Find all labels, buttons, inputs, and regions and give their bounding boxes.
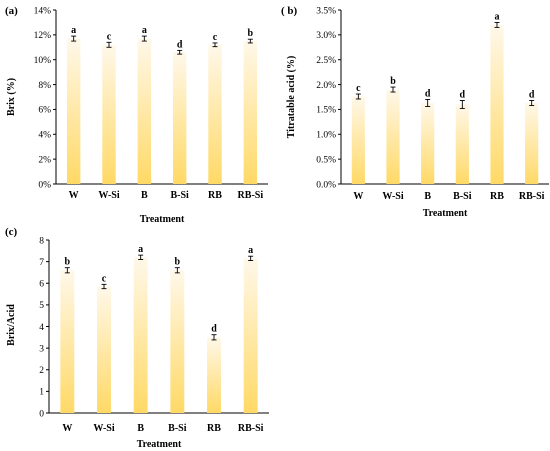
x-tick-label: RB (490, 191, 504, 202)
bar (102, 44, 116, 184)
x-tick-label: W-Si (382, 191, 404, 202)
significance-letter: d (211, 324, 217, 335)
bar (351, 96, 365, 184)
x-tick-label: B-Si (453, 191, 472, 202)
y-tick-label: 2.0% (316, 81, 336, 91)
x-tick-label: B (137, 423, 144, 434)
bar (525, 102, 539, 184)
x-tick-label: W-Si (98, 190, 120, 201)
bar (243, 258, 258, 413)
y-tick-label: 14% (34, 6, 52, 16)
y-tick-label: 2 (39, 366, 44, 376)
y-tick-label: 0% (38, 180, 51, 190)
y-tick-label: 0.5% (316, 155, 336, 165)
x-tick-label: RB-Si (238, 423, 264, 434)
significance-letter: c (107, 31, 112, 42)
significance-letter: b (248, 28, 254, 39)
significance-letter: b (390, 76, 396, 87)
bar (172, 52, 187, 184)
x-axis-title: Treatment (423, 208, 468, 219)
chart-panel-0: (a) 0% 2% 4% 6% 8% 10% 12% 14% Brix (%) a Wc W-Si a Bd… (5, 5, 268, 225)
significance-letter: b (175, 257, 181, 268)
x-tick-label: W (69, 190, 79, 201)
y-tick-label: 4 (39, 323, 44, 333)
x-axis-title: Treatment (140, 214, 185, 225)
y-tick-label: 2.5% (316, 56, 336, 66)
significance-letter: a (142, 25, 147, 36)
significance-letter: a (248, 245, 253, 256)
significance-letter: b (65, 257, 71, 268)
significance-letter: d (460, 89, 466, 100)
y-tick-label: 0 (39, 409, 44, 419)
bar (97, 286, 111, 413)
significance-letter: c (356, 83, 361, 94)
y-tick-label: 1.0% (316, 131, 336, 141)
bar (66, 38, 81, 185)
significance-letter: a (495, 11, 500, 22)
x-tick-label: B-Si (168, 423, 187, 434)
x-tick-label: B (141, 190, 148, 201)
y-tick-label: 8 (39, 236, 44, 246)
significance-letter: c (213, 32, 218, 43)
significance-letter: c (102, 273, 107, 284)
y-tick-label: 6 (39, 280, 44, 290)
y-tick-label: 3.0% (316, 31, 336, 41)
x-tick-label: RB (208, 190, 222, 201)
y-tick-label: 0.0% (316, 180, 336, 190)
y-axis-title: Brix (%) (6, 78, 17, 116)
x-tick-label: RB (207, 423, 221, 434)
significance-letter: d (425, 88, 431, 99)
y-tick-label: 1.5% (316, 106, 336, 116)
y-tick-label: 3.5% (316, 6, 336, 16)
significance-letter: d (529, 89, 535, 100)
bar (490, 24, 504, 184)
bar (208, 44, 222, 184)
y-tick-label: 5 (39, 301, 44, 311)
panel-label: ( b) (281, 5, 298, 17)
bar (207, 337, 221, 413)
y-axis-title: Titratable acid (%) (286, 56, 297, 139)
bar (421, 102, 435, 184)
x-tick-label: RB-Si (238, 190, 264, 201)
chart-panel-1: ( b) 0.0% 0.5% 1.0% 1.5% 2.0% 2.5% 3.0% 3.5% Titr… (281, 5, 549, 219)
significance-letter: a (138, 244, 143, 255)
x-tick-label: W-Si (93, 423, 115, 434)
bar (137, 38, 152, 185)
x-axis-title: Treatment (137, 439, 182, 450)
y-tick-label: 6% (38, 106, 51, 116)
x-tick-label: B (424, 191, 431, 202)
x-tick-label: W (62, 423, 72, 434)
y-axis-title: Brix/Acid (6, 304, 17, 346)
y-tick-label: 2% (38, 155, 51, 165)
y-tick-label: 4% (38, 131, 51, 141)
bar (455, 104, 469, 184)
bar (386, 89, 400, 184)
bar (170, 270, 185, 413)
y-tick-label: 8% (38, 81, 51, 91)
bar (243, 41, 258, 185)
y-tick-label: 7 (39, 258, 44, 268)
significance-letter: a (71, 25, 76, 36)
y-tick-label: 10% (34, 56, 52, 66)
x-tick-label: B-Si (170, 190, 189, 201)
y-tick-label: 1 (39, 388, 44, 398)
y-tick-label: 3 (39, 344, 44, 354)
panel-label: (c) (5, 226, 18, 238)
bar (133, 257, 148, 413)
x-tick-label: RB-Si (519, 191, 545, 202)
chart-panel-2: (c) 0 1 2 3 4 5 6 7 8 Brix/Acid b Wc W-Si a Bb B-Si d RB a R… (5, 226, 269, 450)
significance-letter: d (177, 39, 183, 50)
panel-label: (a) (5, 5, 18, 17)
bar (60, 270, 75, 413)
y-tick-label: 12% (34, 31, 52, 41)
x-tick-label: W (353, 191, 363, 202)
